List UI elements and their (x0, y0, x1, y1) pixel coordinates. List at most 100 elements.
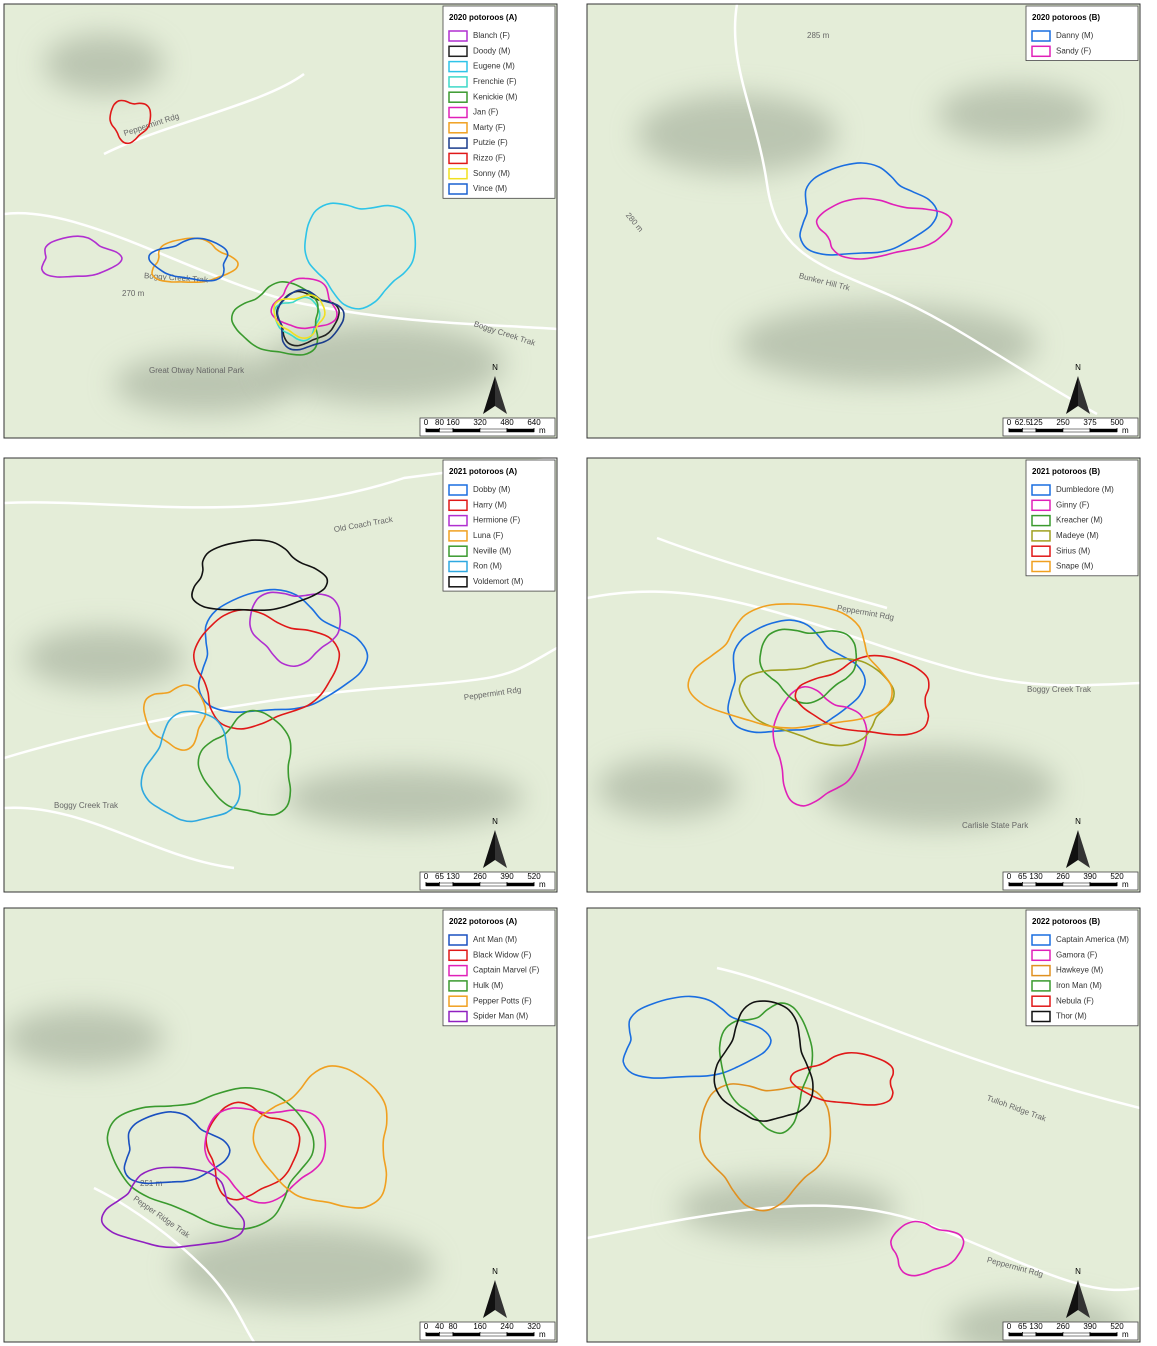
scale-label: 160 (446, 418, 460, 427)
legend-label: Marty (F) (473, 123, 506, 132)
scale-segment (1062, 428, 1091, 433)
north-arrow (495, 1280, 507, 1318)
scale-segment (1035, 882, 1064, 887)
legend-box (1025, 5, 1139, 61)
scale-label: 520 (527, 872, 541, 881)
home-range (799, 162, 938, 256)
home-range (815, 197, 953, 260)
legend-label: Pepper Potts (F) (473, 996, 532, 1005)
legend-title: 2020 potoroos (A) (449, 13, 517, 22)
north-label: N (1075, 363, 1081, 372)
home-range (197, 709, 292, 816)
home-range (252, 1065, 388, 1209)
hillshade (637, 94, 837, 174)
north-arrow (495, 830, 507, 868)
place-label: 270 m (122, 289, 145, 298)
scale-label: 390 (1083, 872, 1097, 881)
scale-label: 375 (1083, 418, 1097, 427)
scale-segment (452, 428, 481, 433)
road (4, 646, 557, 760)
home-range (142, 684, 207, 751)
legend-label: Putzie (F) (473, 138, 508, 147)
hillshade (677, 1178, 897, 1238)
north-label: N (492, 363, 498, 372)
legend-label: Thor (M) (1056, 1012, 1087, 1021)
legend-swatch (1031, 964, 1051, 977)
hillshade (174, 1228, 434, 1308)
home-range (140, 710, 241, 823)
place-label: Carlisle State Park (962, 821, 1029, 830)
legend-label: Danny (M) (1056, 31, 1094, 40)
scale-label: 130 (446, 872, 460, 881)
home-range (100, 1166, 246, 1249)
scale-segment (1022, 1332, 1037, 1337)
north-arrow (1078, 830, 1090, 868)
road (93, 1186, 256, 1342)
home-range (197, 588, 369, 714)
legend-swatch (1031, 1010, 1051, 1023)
north-arrow (495, 376, 507, 414)
north-arrow (483, 376, 495, 414)
home-range (205, 1101, 301, 1201)
home-range (759, 628, 858, 705)
legend-title: 2022 potoroos (B) (1032, 917, 1100, 926)
panel-frame (586, 457, 1141, 893)
hillshade (817, 748, 1057, 828)
legend-swatch (1031, 560, 1051, 573)
legend-label: Sonny (M) (473, 169, 510, 178)
scale-label: 260 (1056, 1322, 1070, 1331)
legend-label: Rizzo (F) (473, 154, 506, 163)
scale-label: 62.5 (1015, 418, 1031, 427)
hillshade (44, 34, 164, 94)
scale-label: 260 (473, 872, 487, 881)
scale-unit: m (539, 426, 546, 435)
scale-segment (506, 1332, 535, 1337)
legend-label: Kreacher (M) (1056, 516, 1103, 525)
scale-segment (452, 882, 481, 887)
scale-segment (439, 882, 454, 887)
scale-unit: m (1122, 880, 1129, 889)
legend-swatch (1031, 949, 1051, 962)
place-label: 285 m (807, 31, 830, 40)
legend-swatch (448, 980, 468, 992)
scale-segment (1022, 882, 1037, 887)
legend-swatch (448, 167, 468, 180)
scale-label: 80 (435, 418, 444, 427)
north-label: N (492, 1267, 498, 1276)
scale-label: 260 (1056, 872, 1070, 881)
home-range (148, 237, 229, 282)
scale-segment (1062, 882, 1091, 887)
home-range (789, 1051, 895, 1106)
hillshade (284, 768, 524, 828)
road (4, 458, 557, 509)
legend-label: Doody (M) (473, 46, 511, 55)
north-label: N (1075, 817, 1081, 826)
legend-swatch (448, 499, 468, 512)
home-range (738, 657, 895, 747)
legend-label: Voldemort (M) (473, 577, 524, 586)
legend-swatch (448, 576, 468, 588)
home-range (890, 1220, 965, 1277)
legend-swatch (1031, 980, 1051, 992)
scale-label: 320 (473, 418, 487, 427)
legend-label: Ron (M) (473, 562, 502, 571)
north-label: N (1075, 1267, 1081, 1276)
legend-label: Captain Marvel (F) (473, 966, 540, 975)
hillshade (24, 628, 184, 688)
home-range (191, 539, 329, 611)
home-range (273, 294, 326, 339)
scale-label: 125 (1029, 418, 1043, 427)
legend-label: Snape (M) (1056, 562, 1094, 571)
scale-segment (479, 1332, 508, 1337)
legend-swatch (448, 484, 468, 496)
north-arrow (1066, 376, 1078, 414)
panel-frame (586, 3, 1141, 439)
scale-segment (1008, 882, 1023, 887)
legend-label: Ant Man (M) (473, 935, 517, 944)
legend-label: Sandy (F) (1056, 46, 1091, 55)
legend-swatch (1031, 514, 1051, 527)
home-range (794, 654, 930, 736)
